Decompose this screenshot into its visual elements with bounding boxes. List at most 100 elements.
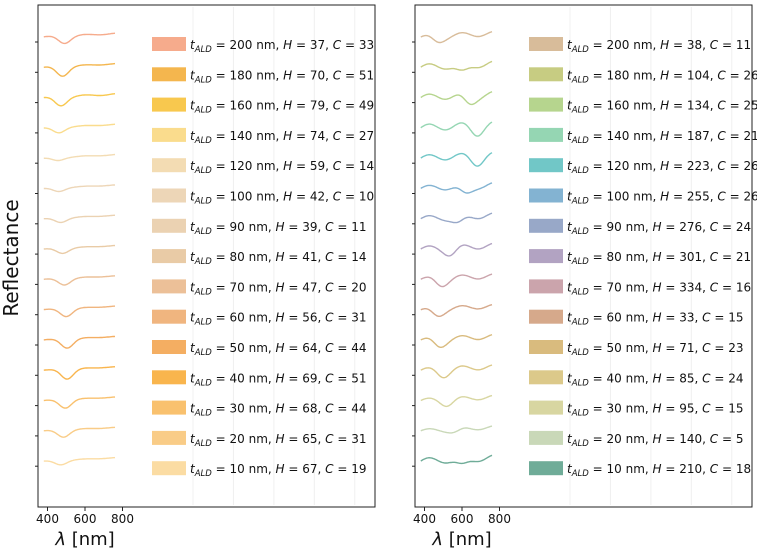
reflectance-line (43, 335, 116, 349)
legend-swatch (529, 279, 563, 294)
x-axis-label: λ [nm] (54, 529, 114, 548)
legend-label: tALD = 60 nm, H = 33, C = 15 (567, 311, 744, 328)
legend-swatch (152, 97, 186, 112)
legend-swatch (152, 188, 186, 203)
legend-label: tALD = 50 nm, H = 64, C = 44 (190, 341, 367, 358)
legend-swatch (152, 461, 186, 476)
legend-swatch (152, 279, 186, 294)
legend-swatch (529, 430, 563, 445)
legend-swatch (529, 370, 563, 385)
legend-swatch (529, 340, 563, 354)
legend-swatch (152, 37, 186, 51)
reflectance-line (43, 275, 116, 286)
reflectance-line (420, 182, 493, 194)
legend-swatch (152, 158, 186, 173)
reflectance-line (420, 152, 493, 167)
legend-label: tALD = 70 nm, H = 334, C = 16 (567, 280, 751, 297)
x-tick-label: 800 (111, 512, 134, 526)
x-axis-label: λ [nm] (431, 529, 491, 548)
legend-swatch (152, 400, 186, 415)
legend-label: tALD = 40 nm, H = 85, C = 24 (567, 371, 744, 388)
reflectance-line (43, 456, 116, 466)
x-tick-label: 600 (74, 512, 97, 526)
legend-label: tALD = 200 nm, H = 37, C = 33 (190, 38, 374, 55)
reflectance-line (43, 244, 116, 255)
legend-label: tALD = 10 nm, H = 67, C = 19 (190, 462, 367, 479)
legend-label: tALD = 160 nm, H = 134, C = 25 (567, 99, 757, 116)
panel-1: 400 600 800 λ [nm] tALD = 200 nm, H = 37, C … (35, 4, 376, 548)
legend-swatch (529, 97, 563, 112)
reflectance-line (43, 93, 116, 107)
legend-label: tALD = 30 nm, H = 95, C = 15 (567, 402, 744, 419)
legend-label: tALD = 60 nm, H = 56, C = 31 (190, 311, 367, 328)
reflectance-line (420, 454, 493, 465)
reflectance-line (420, 425, 493, 434)
reflectance-line (420, 91, 493, 106)
reflectance-line (43, 305, 116, 318)
legend-swatch (152, 430, 186, 445)
reflectance-line (420, 394, 493, 408)
x-tick-label: 400 (36, 512, 59, 526)
legend-label: tALD = 80 nm, H = 301, C = 21 (567, 250, 751, 267)
y-axis-label: Reflectance (0, 199, 23, 316)
legend-label: tALD = 180 nm, H = 70, C = 51 (190, 68, 374, 85)
legend-swatch (152, 370, 186, 385)
legend-label: tALD = 160 nm, H = 79, C = 49 (190, 99, 374, 116)
reflectance-line (43, 366, 116, 380)
reflectance-line (43, 123, 116, 134)
reflectance-line (43, 396, 116, 409)
x-tick-label: 400 (413, 512, 436, 526)
legend-label: tALD = 90 nm, H = 39, C = 11 (190, 220, 367, 237)
plot-frame (414, 4, 753, 508)
legend-label: tALD = 180 nm, H = 104, C = 26 (567, 68, 757, 85)
reflectance-line (420, 31, 493, 44)
reflectance-line (420, 60, 493, 71)
legend-label: tALD = 140 nm, H = 74, C = 27 (190, 129, 374, 146)
legend-label: tALD = 40 nm, H = 69, C = 51 (190, 371, 367, 388)
reflectance-line (43, 214, 116, 224)
legend-label: tALD = 50 nm, H = 71, C = 23 (567, 341, 744, 358)
legend-swatch (529, 400, 563, 415)
legend-swatch (152, 309, 186, 324)
legend-label: tALD = 10 nm, H = 210, C = 18 (567, 462, 751, 479)
reflectance-line (420, 364, 493, 379)
legend-swatch (529, 67, 563, 82)
legend-swatch (529, 461, 563, 476)
legend-label: tALD = 100 nm, H = 255, C = 26 (567, 190, 757, 207)
legend-label: tALD = 120 nm, H = 223, C = 26 (567, 159, 757, 176)
reflectance-line (420, 334, 493, 348)
x-tick-label: 800 (488, 512, 511, 526)
legend-swatch (529, 158, 563, 173)
legend-label: tALD = 70 nm, H = 47, C = 20 (190, 280, 367, 297)
legend-label: tALD = 90 nm, H = 276, C = 24 (567, 220, 751, 237)
legend-label: tALD = 80 nm, H = 41, C = 14 (190, 250, 367, 267)
legend-swatch (152, 340, 186, 354)
panel-2: 400 600 800 λ [nm] tALD = 200 nm, H = 38, C … (412, 4, 757, 548)
legend-label: tALD = 140 nm, H = 187, C = 21 (567, 129, 757, 146)
legend-label: tALD = 30 nm, H = 68, C = 44 (190, 402, 367, 419)
legend-swatch (152, 249, 186, 264)
reflectance-line (43, 153, 116, 162)
reflectance-line (43, 426, 116, 438)
legend-swatch (529, 188, 563, 203)
reflectance-line (420, 304, 493, 317)
legend-swatch (529, 218, 563, 233)
legend-label: tALD = 100 nm, H = 42, C = 10 (190, 190, 374, 207)
reflectance-line (420, 212, 493, 224)
reflectance-line (420, 242, 493, 257)
legend-label: tALD = 20 nm, H = 140, C = 5 (567, 432, 744, 449)
legend-swatch (529, 37, 563, 51)
x-tick-label: 600 (451, 512, 474, 526)
legend-swatch (529, 309, 563, 324)
reflectance-line (43, 32, 116, 45)
reflectance-line (420, 273, 493, 288)
reflectance-line (43, 184, 116, 193)
legend-swatch (529, 249, 563, 264)
legend-swatch (529, 127, 563, 142)
reflectance-line (420, 121, 493, 137)
legend-label: tALD = 20 nm, H = 65, C = 31 (190, 432, 367, 449)
legend-swatch (152, 218, 186, 233)
legend-swatch (152, 67, 186, 82)
legend-label: tALD = 200 nm, H = 38, C = 11 (567, 38, 751, 55)
